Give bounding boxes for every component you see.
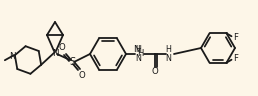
- Text: N: N: [133, 45, 139, 53]
- Text: O: O: [79, 72, 85, 81]
- Text: N: N: [52, 48, 58, 58]
- Text: F: F: [233, 54, 238, 63]
- Text: S: S: [69, 57, 75, 67]
- Text: F: F: [233, 33, 238, 42]
- Text: H: H: [137, 50, 143, 58]
- Text: N: N: [10, 52, 16, 61]
- Text: O: O: [59, 43, 65, 53]
- Text: H
N: H N: [165, 45, 171, 63]
- Text: H
N: H N: [135, 45, 141, 63]
- Text: O: O: [152, 67, 158, 75]
